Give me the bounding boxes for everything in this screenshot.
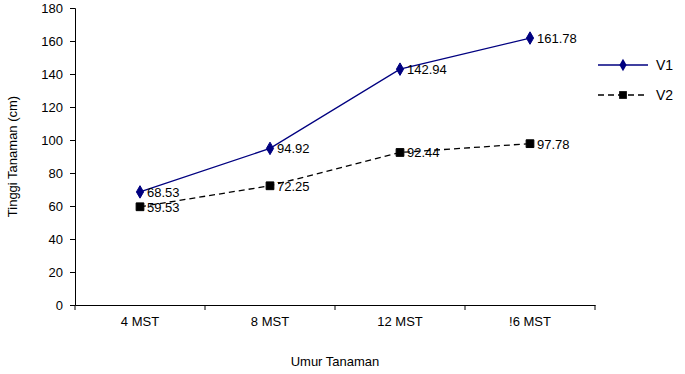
x-tick-label: 4 MST bbox=[121, 314, 159, 329]
y-tick: 120 bbox=[41, 100, 75, 115]
data-point bbox=[266, 142, 273, 154]
y-tick-label: 40 bbox=[49, 232, 63, 247]
y-tick: 40 bbox=[49, 232, 75, 247]
category-divider bbox=[75, 305, 76, 310]
x-tick: 4 MST bbox=[121, 305, 159, 329]
data-point bbox=[396, 149, 404, 157]
data-point bbox=[136, 186, 143, 198]
legend-label: V2 bbox=[656, 87, 673, 103]
category-divider bbox=[465, 305, 466, 310]
x-tick: !6 MST bbox=[509, 305, 551, 329]
y-tick-label: 0 bbox=[56, 298, 63, 313]
y-tick-label: 80 bbox=[49, 166, 63, 181]
y-tick-mark bbox=[70, 107, 75, 108]
y-tick-label: 100 bbox=[41, 133, 63, 148]
y-axis: 0 20 40 60 80 100 120 140 160 180 bbox=[41, 1, 75, 313]
data-point bbox=[526, 32, 533, 44]
y-tick-label: 120 bbox=[41, 100, 63, 115]
y-tick: 140 bbox=[41, 67, 75, 82]
y-axis-title: Tinggi Tanaman (cm) bbox=[5, 96, 20, 217]
data-labels: 68.53 94.92 142.94 161.78 59.53 72.25 92.44 97.… bbox=[147, 31, 577, 215]
category-divider bbox=[335, 305, 336, 310]
category-divider bbox=[595, 305, 596, 310]
data-label: 161.78 bbox=[537, 31, 577, 46]
data-point bbox=[396, 63, 403, 75]
marks bbox=[136, 32, 534, 211]
legend-marker bbox=[619, 91, 627, 99]
y-tick-label: 180 bbox=[41, 1, 63, 16]
x-axis-title: Umur Tanaman bbox=[291, 354, 380, 369]
plot-area: 0 20 40 60 80 100 120 140 160 180 4 MST 8 MST 12 MST… bbox=[41, 1, 595, 330]
data-label: 142.94 bbox=[407, 62, 447, 77]
y-tick-mark bbox=[70, 74, 75, 75]
chart: 0 20 40 60 80 100 120 140 160 180 4 MST 8 MST 12 MST… bbox=[0, 0, 685, 374]
legend-item: V1 bbox=[598, 57, 673, 73]
data-point bbox=[136, 203, 144, 211]
x-tick-label: !6 MST bbox=[509, 314, 551, 329]
y-tick-mark bbox=[70, 206, 75, 207]
series-line bbox=[140, 38, 530, 192]
data-label: 72.25 bbox=[277, 179, 310, 194]
data-label: 68.53 bbox=[147, 185, 180, 200]
y-tick: 160 bbox=[41, 34, 75, 49]
y-tick-mark bbox=[70, 8, 75, 9]
data-label: 59.53 bbox=[147, 200, 180, 215]
x-tick-label: 12 MST bbox=[377, 314, 423, 329]
y-tick: 20 bbox=[49, 265, 75, 280]
legend: V1 V2 bbox=[598, 57, 673, 103]
x-tick: 8 MST bbox=[251, 305, 289, 329]
y-tick-mark bbox=[70, 305, 75, 306]
legend-item: V2 bbox=[598, 87, 673, 103]
y-tick-label: 160 bbox=[41, 34, 63, 49]
x-tick-label: 8 MST bbox=[251, 314, 289, 329]
y-tick-label: 60 bbox=[49, 199, 63, 214]
x-axis: 4 MST 8 MST 12 MST !6 MST bbox=[75, 305, 596, 329]
y-tick-label: 20 bbox=[49, 265, 63, 280]
y-tick-label: 140 bbox=[41, 67, 63, 82]
y-tick: 0 bbox=[56, 298, 75, 313]
y-tick-mark bbox=[70, 41, 75, 42]
legend-marker bbox=[619, 59, 626, 71]
legend-label: V1 bbox=[656, 57, 673, 73]
y-tick-mark bbox=[70, 239, 75, 240]
y-tick: 80 bbox=[49, 166, 75, 181]
x-tick: 12 MST bbox=[377, 305, 423, 329]
data-label: 97.78 bbox=[537, 137, 570, 152]
y-tick-mark bbox=[70, 140, 75, 141]
category-divider bbox=[205, 305, 206, 310]
data-label: 94.92 bbox=[277, 141, 310, 156]
y-axis-line bbox=[70, 9, 76, 306]
data-point bbox=[526, 140, 534, 148]
y-tick-mark bbox=[70, 173, 75, 174]
y-tick: 180 bbox=[41, 1, 75, 16]
data-point bbox=[266, 182, 274, 190]
series-line bbox=[140, 144, 530, 207]
y-tick: 60 bbox=[49, 199, 75, 214]
y-tick-mark bbox=[70, 272, 75, 273]
y-tick: 100 bbox=[41, 133, 75, 148]
data-label: 92.44 bbox=[407, 145, 440, 160]
